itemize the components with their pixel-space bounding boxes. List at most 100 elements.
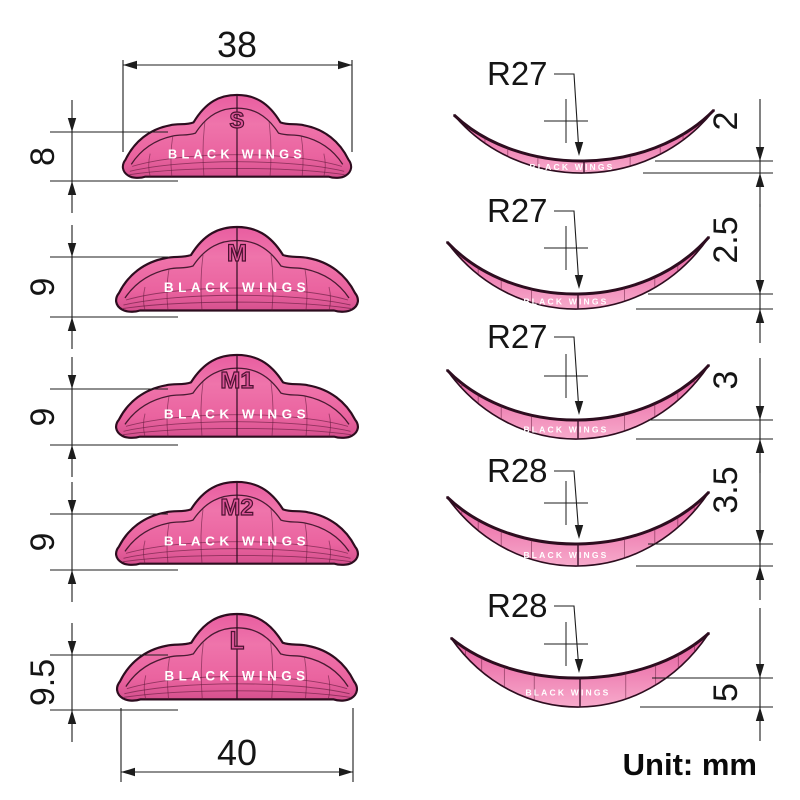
side-views-column: BLACK WINGS R27 2 BLACK WINGS R27 2.5 BLACK WI…	[445, 55, 773, 741]
brand-text: BLACK WINGS	[523, 297, 608, 307]
top-width-value: 38	[217, 24, 257, 65]
radius-label: R27	[487, 55, 548, 92]
dimension-arrow	[755, 566, 765, 580]
pad-wireframe-line	[328, 413, 331, 437]
crescent-top-edge	[445, 236, 711, 296]
crescent-side-view: BLACK WINGS	[445, 490, 711, 567]
thickness-dimension-value: 3	[707, 371, 745, 390]
height-dimension-value: 8	[24, 147, 62, 166]
leader-line	[554, 605, 580, 671]
pad-size-label: S	[229, 107, 244, 133]
front-views-column: S BLACK WINGS 8 M BLACK WINGS 9 M1 BLACK WINGS 9…	[24, 93, 359, 742]
pad-wireframe-line	[304, 395, 308, 437]
radius-label: R27	[487, 192, 548, 229]
pad-wireframe-line	[200, 254, 204, 311]
dimension-arrow	[67, 445, 77, 459]
pad-wireframe-line	[166, 395, 170, 437]
dimension-arrow	[123, 60, 137, 70]
height-dimension-value: 9	[24, 278, 62, 297]
dimension-arrow	[67, 570, 77, 584]
crescent-top-edge	[452, 108, 716, 163]
thickness-dimension: 3.5	[636, 454, 773, 600]
dimension-arrow	[755, 530, 765, 544]
brand-text: BLACK WINGS	[164, 534, 310, 549]
height-dimension-value: 9	[24, 408, 62, 427]
pad-wireframe-line	[200, 382, 204, 437]
leader-arrow	[574, 525, 584, 539]
thickness-dimension: 2.5	[636, 204, 773, 343]
dimension-arrow	[121, 767, 135, 777]
dimension-arrow	[67, 118, 77, 132]
top-width-dimension: 38	[122, 24, 353, 152]
pad-wireframe-line	[200, 509, 204, 564]
pad-front-view: S BLACK WINGS	[121, 93, 353, 179]
brand-text: BLACK WINGS	[164, 407, 310, 422]
pad-front-view: M BLACK WINGS	[115, 225, 359, 313]
dimension-arrow	[755, 439, 765, 453]
pad-wireframe-line	[270, 254, 274, 311]
dimension-arrow	[67, 710, 77, 724]
dimension-arrow	[67, 317, 77, 331]
center-mark	[544, 622, 588, 666]
pad-size-label: M	[227, 240, 247, 267]
leader-line	[554, 73, 580, 154]
dimension-arrow	[755, 707, 765, 721]
pad-wireframe-line	[323, 153, 326, 177]
height-dimension-value: 9.5	[24, 659, 62, 706]
leader-line	[554, 470, 580, 537]
radius-label: R27	[487, 318, 548, 355]
center-mark	[544, 226, 588, 270]
pad-wireframe-line	[166, 268, 170, 311]
dimension-arrow	[755, 280, 765, 294]
thickness-dimension: 5	[640, 608, 773, 741]
pad-wireframe-line	[328, 286, 331, 311]
brand-text: BLACK WINGS	[529, 162, 614, 172]
brand-text: BLACK WINGS	[165, 668, 310, 683]
pad-front-view: M2 BLACK WINGS	[115, 480, 359, 566]
thickness-dimension-value: 2	[707, 112, 745, 131]
leader-arrow	[574, 659, 584, 673]
dimension-arrow	[755, 309, 765, 323]
pad-wireframe-line	[268, 122, 272, 177]
pad-wireframe-line	[200, 642, 204, 700]
dimension-arrow	[67, 641, 77, 655]
crescent-side-view: BLACK WINGS	[452, 108, 716, 174]
pad-wireframe-line	[143, 286, 146, 311]
radius-callout: R28	[487, 452, 584, 539]
dimension-arrow	[755, 147, 765, 161]
pad-wireframe-line	[328, 540, 331, 564]
center-mark	[544, 354, 588, 398]
crescent-side-view: BLACK WINGS	[450, 631, 711, 708]
height-dimension: 9	[24, 225, 178, 349]
radius-label: R28	[487, 587, 548, 624]
center-mark	[544, 99, 588, 143]
pad-wireframe-line	[143, 675, 147, 700]
dimension-arrow	[67, 375, 77, 389]
pad-wireframe-line	[143, 413, 146, 437]
thickness-dimension: 3	[636, 358, 773, 473]
pad-wireframe-line	[304, 656, 307, 700]
dimension-arrow	[339, 767, 353, 777]
brand-text: BLACK WINGS	[523, 550, 608, 560]
unit-label: Unit: mm	[623, 747, 757, 782]
radius-callout: R27	[487, 318, 584, 415]
brand-text: BLACK WINGS	[164, 280, 310, 295]
pad-front-view: L BLACK WINGS	[116, 612, 358, 702]
thickness-dimension-value: 5	[707, 683, 745, 702]
leader-arrow	[574, 275, 584, 289]
pad-wireframe-line	[170, 135, 174, 177]
brand-text: BLACK WINGS	[168, 146, 306, 161]
dimension-arrow	[755, 406, 765, 420]
crescent-side-view: BLACK WINGS	[445, 363, 711, 440]
height-dimension: 9	[24, 357, 178, 477]
thickness-dimension-value: 2.5	[707, 216, 745, 263]
pad-wireframe-line	[304, 268, 308, 311]
pad-wireframe-line	[202, 122, 206, 177]
brand-text: BLACK WINGS	[523, 425, 608, 435]
radius-callout: R27	[487, 55, 584, 156]
pad-wireframe-line	[327, 675, 331, 700]
leader-line	[554, 210, 580, 287]
radius-label: R28	[487, 452, 548, 489]
height-dimension: 9.5	[24, 623, 178, 742]
